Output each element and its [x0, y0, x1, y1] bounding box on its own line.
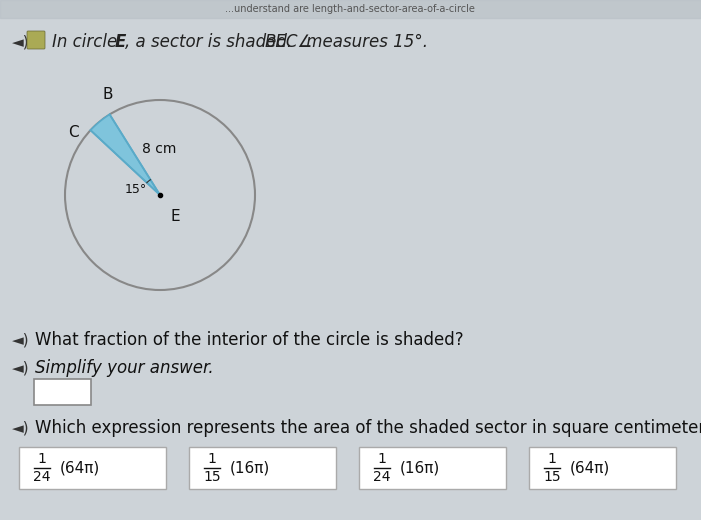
Text: 15°: 15° — [124, 183, 147, 196]
Text: B: B — [102, 87, 113, 102]
Text: BEC: BEC — [265, 33, 299, 51]
FancyBboxPatch shape — [189, 447, 336, 489]
FancyBboxPatch shape — [27, 31, 45, 49]
FancyBboxPatch shape — [529, 447, 676, 489]
Text: C: C — [68, 125, 79, 140]
Text: 24: 24 — [33, 470, 50, 484]
Text: Simplify your answer.: Simplify your answer. — [35, 359, 214, 377]
Text: (64π): (64π) — [60, 461, 100, 475]
Text: ◄): ◄) — [12, 421, 29, 436]
Text: 15: 15 — [543, 470, 561, 484]
Text: 1: 1 — [378, 452, 386, 466]
FancyBboxPatch shape — [34, 379, 91, 405]
Text: measures 15°.: measures 15°. — [301, 33, 428, 51]
Text: , a sector is shaded. ∠: , a sector is shaded. ∠ — [125, 33, 312, 51]
FancyBboxPatch shape — [19, 447, 166, 489]
Text: 15: 15 — [203, 470, 221, 484]
Text: ...understand are length-and-sector-area-of-a-circle: ...understand are length-and-sector-area… — [225, 4, 475, 14]
Text: ◄): ◄) — [12, 332, 29, 347]
Text: ◄): ◄) — [12, 360, 29, 375]
Text: Which expression represents the area of the shaded sector in square centimeters?: Which expression represents the area of … — [35, 419, 701, 437]
Text: 1: 1 — [547, 452, 557, 466]
FancyBboxPatch shape — [359, 447, 506, 489]
Text: 24: 24 — [373, 470, 390, 484]
Text: (64π): (64π) — [570, 461, 611, 475]
Text: ◄): ◄) — [12, 34, 29, 49]
Text: (16π): (16π) — [230, 461, 271, 475]
Text: What fraction of the interior of the circle is shaded?: What fraction of the interior of the cir… — [35, 331, 463, 349]
Text: (16π): (16π) — [400, 461, 440, 475]
Text: 8 cm: 8 cm — [142, 141, 176, 155]
Text: E: E — [115, 33, 126, 51]
Polygon shape — [90, 114, 160, 195]
Text: In circle: In circle — [52, 33, 123, 51]
Text: 1: 1 — [38, 452, 46, 466]
Text: 1: 1 — [207, 452, 217, 466]
Text: E: E — [170, 209, 179, 224]
